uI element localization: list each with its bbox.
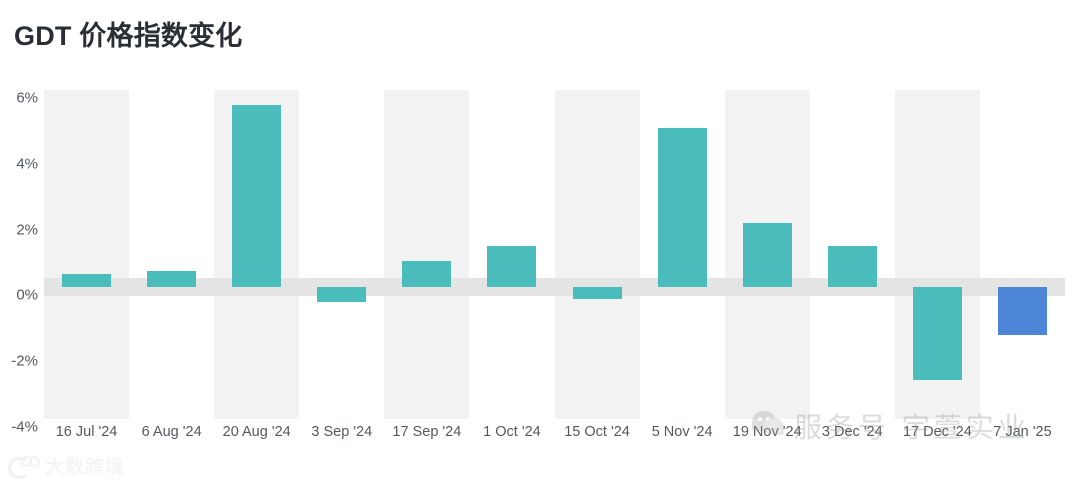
y-axis-tick-label: 4%	[16, 155, 38, 173]
bar-7[interactable]	[572, 287, 622, 299]
x-axis-tick-label: 16 Jul '24	[55, 424, 118, 440]
x-axis-tick-label: 3 Dec '24	[821, 424, 883, 440]
x-axis-tick-label: 15 Oct '24	[564, 424, 630, 440]
bar-4[interactable]	[317, 287, 367, 303]
y-axis: 6% 4% 2% 0% -2% -4%	[0, 89, 38, 436]
x-axis-tick-label: 7 Jan '25	[993, 424, 1052, 440]
bar-11[interactable]	[912, 287, 962, 380]
column-band	[554, 90, 640, 419]
bar-1[interactable]	[62, 274, 112, 288]
zero-baseline-layer	[44, 90, 1065, 419]
x-axis-tick-label: 3 Sep '24	[311, 424, 373, 440]
column-band	[384, 90, 470, 419]
y-axis-tick-label: -4%	[11, 418, 38, 436]
x-axis-tick-label: 1 Oct '24	[483, 424, 541, 440]
bar-5[interactable]	[402, 261, 452, 288]
x-axis-tick-label: 6 Aug '24	[141, 424, 202, 440]
page-title: GDT 价格指数变化	[14, 21, 243, 51]
x-axis-tick-label: 17 Dec '24	[902, 424, 972, 440]
bar-9[interactable]	[742, 223, 792, 288]
bar-series	[44, 90, 1065, 419]
bar-6[interactable]	[487, 246, 537, 288]
y-axis-tick-label: -2%	[11, 352, 38, 370]
zero-baseline	[44, 278, 1065, 297]
bar-2[interactable]	[147, 270, 197, 288]
bar-12[interactable]	[997, 287, 1047, 336]
column-band	[44, 90, 130, 419]
x-axis-tick-label: 19 Nov '24	[732, 424, 802, 440]
site-logo-text: 大数跨境	[45, 457, 126, 478]
x-axis-tick-label: 17 Sep '24	[392, 424, 462, 440]
x-axis-tick-label: 5 Nov '24	[651, 424, 713, 440]
y-axis-tick-label: 0%	[16, 286, 38, 304]
dashu-logo-icon	[8, 455, 40, 479]
x-axis-tick-label: 20 Aug '24	[222, 424, 291, 440]
bar-10[interactable]	[827, 246, 877, 288]
site-logo-watermark: 大数跨境	[8, 452, 125, 479]
bar-8[interactable]	[657, 127, 707, 288]
x-axis: 16 Jul '24 6 Aug '24 20 Aug '24 3 Sep '24 17…	[44, 424, 1065, 450]
y-axis-tick-label: 2%	[16, 221, 38, 239]
plot-area	[44, 90, 1065, 419]
y-axis-tick-label: 6%	[16, 89, 38, 107]
bar-3[interactable]	[232, 104, 282, 288]
